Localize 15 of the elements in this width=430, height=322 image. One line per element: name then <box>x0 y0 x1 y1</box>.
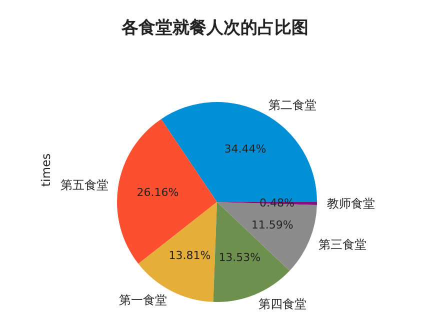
data-label: 34.44% <box>224 142 266 156</box>
data-label: 26.16% <box>136 186 179 200</box>
data-label: 13.53% <box>218 251 261 264</box>
data-label: 13.81% <box>168 248 211 262</box>
text: times <box>39 153 53 187</box>
slice-label: 第二食堂 <box>268 98 317 112</box>
slice-label: 教师食堂 <box>326 196 375 211</box>
slice-label: 第一食堂 <box>119 293 168 308</box>
slice-label: 第三食堂 <box>318 237 367 252</box>
slice-label: 第五食堂 <box>60 178 108 192</box>
chart-title: 各食堂就餐人次的占比图 <box>120 17 310 39</box>
data-label: 11.59% <box>251 218 294 232</box>
data-label: 0.48% <box>260 196 294 210</box>
pie-slice <box>117 119 217 264</box>
slice-label: 第四食堂 <box>258 296 307 311</box>
